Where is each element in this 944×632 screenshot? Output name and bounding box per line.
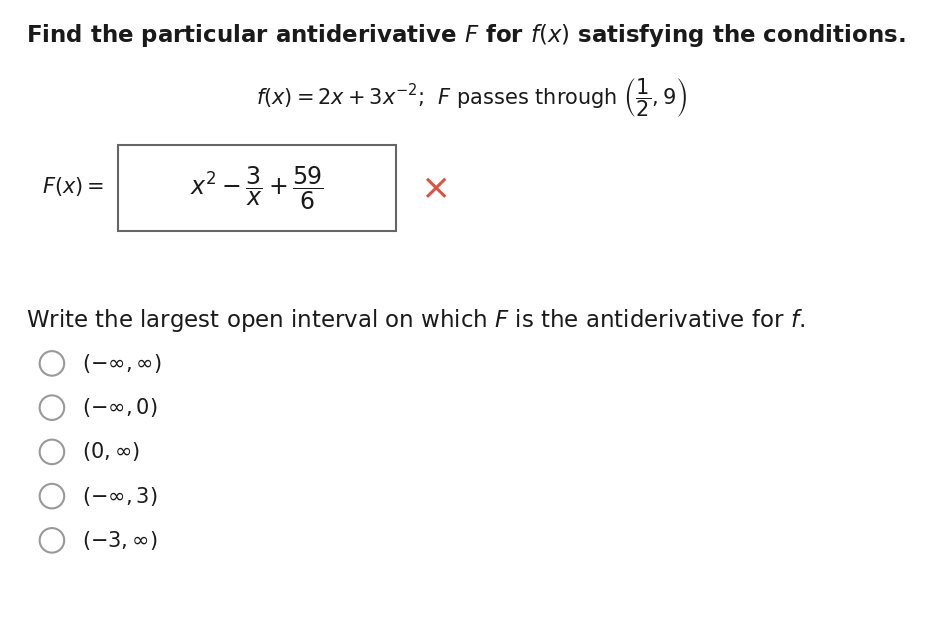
Text: Find the particular antiderivative $F$ for $f(x)$ satisfying the conditions.: Find the particular antiderivative $F$ f… <box>26 22 906 49</box>
Text: $\times$: $\times$ <box>420 171 447 205</box>
Text: $F(x) =$: $F(x) =$ <box>42 175 104 198</box>
Text: $(-\infty, \infty)$: $(-\infty, \infty)$ <box>82 352 161 375</box>
Text: $(0, \infty)$: $(0, \infty)$ <box>82 441 140 463</box>
Text: $x^2 - \dfrac{3}{x} + \dfrac{59}{6}$: $x^2 - \dfrac{3}{x} + \dfrac{59}{6}$ <box>191 164 324 212</box>
Text: $f(x) = 2x + 3x^{-2}$;  $F$ passes through $\left(\dfrac{1}{2}, 9\right)$: $f(x) = 2x + 3x^{-2}$; $F$ passes throug… <box>256 76 688 119</box>
Text: $(-\infty, 3)$: $(-\infty, 3)$ <box>82 485 158 507</box>
FancyBboxPatch shape <box>118 145 396 231</box>
Text: Write the largest open interval on which $F$ is the antiderivative for $f$.: Write the largest open interval on which… <box>26 307 805 334</box>
Text: $(-\infty, 0)$: $(-\infty, 0)$ <box>82 396 158 419</box>
Text: $(-3, \infty)$: $(-3, \infty)$ <box>82 529 158 552</box>
